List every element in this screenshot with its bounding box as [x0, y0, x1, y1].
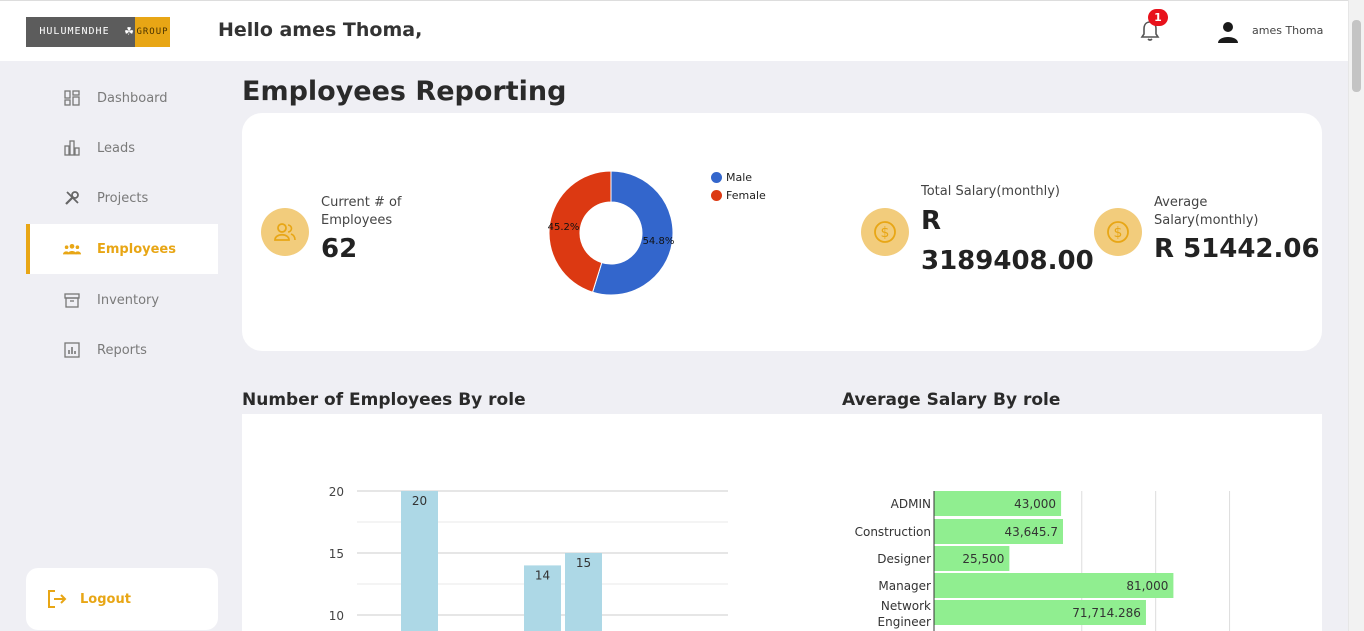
company-logo[interactable]: HULUMENDHE ☘ GROUP — [26, 17, 170, 47]
logo-right-text: GROUP — [135, 17, 170, 47]
salary-value-label: 81,000 — [1126, 579, 1168, 593]
salary-value-label: 25,500 — [962, 552, 1004, 566]
salary-bar[interactable] — [934, 546, 1010, 571]
legend-label-male: Male — [726, 170, 753, 184]
page-title: Employees Reporting — [242, 76, 567, 107]
logout-icon — [48, 590, 67, 608]
employees-by-role-panel: 20 15 10 20 14 15 — [242, 414, 842, 631]
legend-swatch-female — [711, 189, 722, 201]
salary-bar[interactable] — [934, 519, 1063, 544]
legend-item-female[interactable]: Female — [711, 186, 766, 204]
notification-badge[interactable]: 1 — [1148, 9, 1168, 26]
bar-value-label: 14 — [535, 568, 550, 582]
donut-label-male: 54.8% — [643, 236, 675, 247]
average-salary-value: R 51442.06 — [1154, 234, 1320, 264]
sidebar-item-label: Dashboard — [97, 90, 168, 106]
employees-by-role-title: Number of Employees By role — [242, 390, 526, 410]
salary-by-role-chart: 43,000 ADMIN 43,645.7 Construction 25,500 Des… — [855, 491, 1231, 631]
bar[interactable] — [524, 565, 561, 631]
salary-value-label: 71,714.286 — [1072, 606, 1141, 620]
sidebar-item-label: Reports — [97, 342, 147, 358]
total-salary-icon: $ — [861, 208, 909, 256]
total-salary-label: Total Salary(monthly) — [921, 184, 1060, 199]
employees-by-role-chart: 20 15 10 20 14 15 — [329, 485, 728, 631]
employees-stat-icon — [261, 208, 309, 256]
y-tick-label: 20 — [329, 485, 344, 499]
sidebar-item-label: Projects — [97, 190, 149, 206]
sidebar-item-reports[interactable]: Reports — [26, 325, 218, 375]
donut-slice-male[interactable] — [591, 170, 674, 296]
scroll-thumb[interactable] — [1352, 20, 1361, 92]
bar[interactable] — [401, 491, 438, 631]
y-tick-label: 15 — [329, 547, 344, 561]
sidebar-item-label: Inventory — [97, 292, 160, 308]
gender-donut-chart: 54.8% 45.2% — [548, 170, 675, 296]
y-tick-label: 10 — [329, 609, 344, 623]
sidebar-item-label: Employees — [97, 241, 176, 257]
sidebar-item-leads[interactable]: Leads — [26, 123, 218, 173]
bar-value-label: 15 — [576, 556, 591, 570]
salary-bar[interactable] — [934, 573, 1174, 598]
logout-label: Logout — [80, 591, 131, 607]
salary-by-role-panel: 43,000 ADMIN 43,645.7 Construction 25,500 Des… — [842, 414, 1322, 631]
bar-value-label: 20 — [412, 494, 427, 508]
gender-legend: Male Female — [711, 168, 766, 204]
svg-text:$: $ — [881, 225, 890, 241]
role-label: Designer — [877, 552, 931, 566]
salary-by-role-title: Average Salary By role — [842, 390, 1061, 410]
bar[interactable] — [565, 553, 602, 631]
salary-bar[interactable] — [934, 600, 1146, 625]
top-bar: HULUMENDHE ☘ GROUP Hello ames Thoma, 1 a… — [0, 0, 1348, 61]
user-avatar-icon[interactable] — [1217, 21, 1239, 43]
summary-card — [242, 113, 1322, 351]
sidebar-item-dashboard[interactable]: Dashboard — [26, 73, 218, 123]
archive-icon — [63, 291, 81, 309]
salary-bar[interactable] — [934, 491, 1062, 516]
sidebar-item-projects[interactable]: Projects — [26, 173, 218, 223]
legend-label-female: Female — [726, 188, 766, 202]
total-salary-value: R 3189408.00 — [921, 206, 1094, 276]
logout-button[interactable]: Logout — [26, 568, 218, 630]
logo-left-text: HULUMENDHE — [26, 17, 123, 47]
report-icon — [63, 341, 81, 359]
salary-value-label: 43,000 — [1014, 497, 1056, 511]
legend-item-male[interactable]: Male — [711, 168, 766, 186]
legend-swatch-male — [711, 171, 722, 183]
role-label: Construction — [855, 525, 931, 539]
dashboard-icon — [63, 89, 81, 107]
donut-label-female: 45.2% — [548, 222, 580, 233]
sidebar-item-label: Leads — [97, 140, 136, 156]
user-name[interactable]: ames Thoma — [1252, 24, 1324, 37]
greeting: Hello ames Thoma, — [218, 19, 423, 41]
page-scrollbar[interactable] — [1348, 0, 1364, 631]
average-salary-icon: $ — [1094, 208, 1142, 256]
role-label: Manager — [878, 579, 931, 593]
donut-slice-female[interactable] — [548, 170, 612, 293]
salary-value-label: 43,645.7 — [1005, 525, 1058, 539]
employees-count-label: Current # of Employees — [321, 195, 402, 228]
sidebar-item-inventory[interactable]: Inventory — [26, 275, 218, 325]
tools-icon — [63, 189, 81, 207]
average-salary-label: Average Salary(monthly) — [1154, 195, 1259, 228]
role-label: Network Engineer — [878, 599, 932, 629]
svg-text:$: $ — [1114, 225, 1123, 241]
tree-icon: ☘ — [123, 17, 135, 47]
sidebar-item-employees[interactable]: Employees — [26, 224, 218, 274]
people-icon — [63, 240, 81, 258]
bar-chart-icon — [63, 139, 81, 157]
role-label: ADMIN — [891, 497, 931, 511]
employees-count-value: 62 — [321, 234, 358, 264]
